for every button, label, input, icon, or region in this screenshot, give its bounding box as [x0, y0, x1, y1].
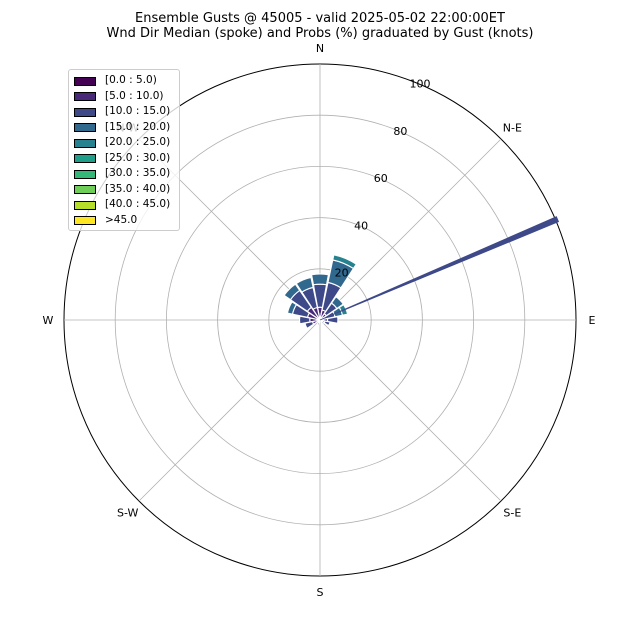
legend-label: >45.0 — [105, 213, 138, 226]
legend-entry: [0.0 : 5.0) — [69, 73, 179, 89]
grid-spoke-45 — [319, 138, 502, 321]
legend-label: [35.0 : 40.0) — [105, 182, 171, 195]
legend-label: [15.0 : 20.0) — [105, 120, 171, 133]
legend-entry: [20.0 : 25.0) — [69, 135, 179, 151]
legend-label: [25.0 : 30.0) — [105, 151, 171, 164]
radial-tick-label: 60 — [374, 172, 388, 185]
legend-swatch — [74, 200, 96, 210]
legend: [0.0 : 5.0) [5.0 : 10.0) [10.0 : 15.0) [15.… — [68, 69, 180, 231]
legend-entry: [15.0 : 20.0) — [69, 120, 179, 136]
bar-315-bin-3 — [283, 283, 301, 301]
bar-292.5-bin-3 — [286, 301, 298, 315]
legend-label: [5.0 : 10.0) — [105, 89, 164, 102]
legend-swatch — [74, 138, 96, 148]
legend-swatch — [74, 76, 96, 86]
bar-45-bin-3 — [330, 296, 344, 310]
chart-subtitle: Wnd Dir Median (spoke) and Probs (%) gra… — [106, 26, 534, 41]
direction-label: E — [589, 314, 596, 327]
legend-entry: [5.0 : 10.0) — [69, 89, 179, 105]
legend-swatch — [74, 185, 96, 194]
radial-tick-label: 100 — [409, 77, 430, 90]
radial-tick-label: 80 — [393, 125, 407, 138]
legend-swatch — [74, 107, 96, 117]
direction-label: N-E — [503, 122, 522, 135]
legend-entry: [35.0 : 40.0) — [69, 182, 179, 198]
radial-tick-label: 20 — [335, 267, 349, 280]
legend-label: [20.0 : 25.0) — [105, 136, 171, 148]
legend-swatch — [74, 92, 96, 101]
legend-swatch — [74, 169, 96, 179]
legend-label: [10.0 : 15.0) — [105, 105, 171, 117]
bar-22.5-bin-4 — [332, 254, 358, 270]
direction-label: W — [43, 314, 54, 327]
bar-135-bin-2 — [320, 320, 325, 325]
legend-label: [0.0 : 5.0) — [105, 74, 157, 86]
legend-swatch — [74, 123, 96, 132]
legend-swatch — [74, 216, 96, 225]
direction-label: S-E — [503, 506, 521, 519]
bar-337.5-bin-3 — [295, 276, 314, 293]
legend-swatch — [74, 154, 96, 163]
radial-tick-labels: 20 40 60 80 100 — [335, 77, 431, 279]
direction-label: S — [317, 586, 324, 599]
legend-label: [40.0 : 45.0) — [105, 198, 171, 210]
grid-spoke-225 — [138, 319, 321, 502]
median-direction-spoke — [319, 216, 560, 321]
legend-entry: [40.0 : 45.0) — [69, 197, 179, 213]
legend-entry: [30.0 : 35.0) — [69, 166, 179, 182]
legend-entry: >45.0 — [69, 213, 179, 229]
legend-label: [30.0 : 35.0) — [105, 167, 171, 179]
legend-entry: [25.0 : 30.0) — [69, 151, 179, 167]
bar-0-bin-3 — [310, 273, 330, 286]
direction-label: N — [316, 42, 324, 55]
radial-tick-label: 40 — [354, 219, 368, 232]
bar-112.5-bin-2 — [323, 320, 331, 327]
probability-bars — [283, 254, 358, 330]
bar-202.5-bin-2 — [316, 321, 321, 326]
direction-label: S-W — [117, 506, 139, 519]
median-spoke-layer — [319, 216, 560, 321]
legend-entry: [10.0 : 15.0) — [69, 104, 179, 120]
grid-spoke-135 — [319, 319, 502, 502]
chart-title: Ensemble Gusts @ 45005 - valid 2025-05-0… — [135, 11, 505, 26]
